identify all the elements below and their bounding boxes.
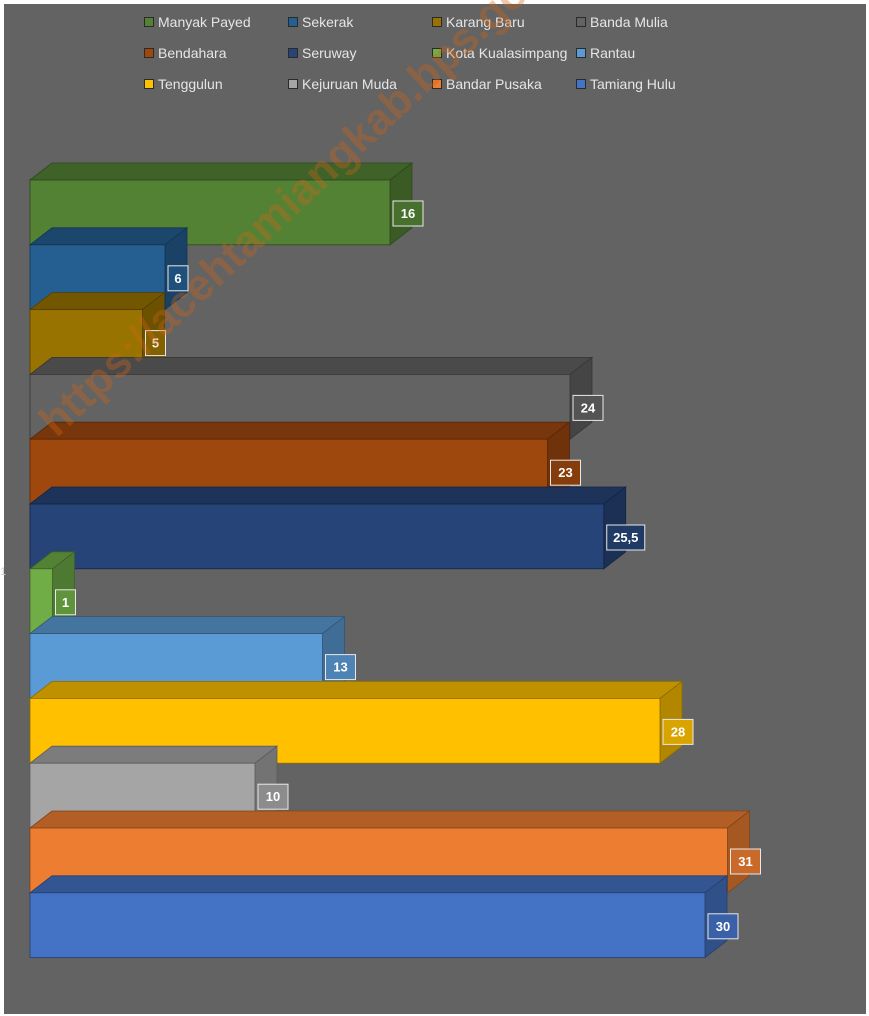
bar-top-face <box>28 162 414 181</box>
data-label-box <box>392 200 424 227</box>
data-label-box <box>572 394 604 421</box>
legend-item: Bendahara <box>144 43 227 63</box>
bar-top-face <box>28 421 571 440</box>
legend-item: Seruway <box>288 43 356 63</box>
data-label-text: 25,5 <box>613 530 638 545</box>
bar-top-face <box>28 745 279 764</box>
bar-top-face <box>28 227 189 246</box>
legend-swatch <box>288 17 298 27</box>
data-label: 6 <box>167 265 189 292</box>
data-label: 31 <box>730 848 761 875</box>
data-label: 13 <box>325 654 356 681</box>
data-label-box <box>550 459 581 486</box>
data-label: 5 <box>145 330 166 357</box>
data-label-text: 13 <box>333 660 347 675</box>
legend-label: Karang Baru <box>446 14 525 30</box>
data-label-box <box>257 783 289 810</box>
legend-item: Tenggulun <box>144 74 223 94</box>
legend-swatch <box>576 48 586 58</box>
data-label-box <box>167 265 189 292</box>
data-label-text: 16 <box>401 206 415 221</box>
legend-item: Sekerak <box>288 12 353 32</box>
legend-swatch <box>144 79 154 89</box>
legend-item: Kota Kualasimpang <box>432 43 567 63</box>
data-label-text: 23 <box>558 465 572 480</box>
data-label: 28 <box>662 718 694 745</box>
legend-swatch <box>576 79 586 89</box>
legend-item: Tamiang Hulu <box>576 74 676 94</box>
data-label-text: 1 <box>62 595 69 610</box>
data-label-text: 10 <box>266 789 280 804</box>
data-label-text: 31 <box>738 854 752 869</box>
legend-item: Bandar Pusaka <box>432 74 542 94</box>
bar-seruway <box>28 486 627 570</box>
legend-item: Rantau <box>576 43 635 63</box>
data-label-box <box>606 524 646 551</box>
legend-swatch <box>144 48 154 58</box>
data-label-box <box>145 330 166 357</box>
bar-tamiang-hulu <box>28 874 729 959</box>
bar-top-face <box>28 875 729 894</box>
data-label: 24 <box>572 394 604 421</box>
data-label-text: 30 <box>716 919 730 934</box>
data-label-box <box>730 848 761 875</box>
legend-item: Karang Baru <box>432 12 525 32</box>
data-label: 25,5 <box>606 524 646 551</box>
legend-item: Banda Mulia <box>576 12 668 32</box>
data-label-text: 5 <box>152 336 159 351</box>
legend-swatch <box>432 79 442 89</box>
legend-label: Seruway <box>302 45 357 61</box>
data-label: 10 <box>257 783 289 810</box>
legend-label: Sekerak <box>302 14 354 30</box>
legend-label: Manyak Payed <box>158 14 251 30</box>
bar-top-face <box>28 810 751 829</box>
legend: Manyak Payed Sekerak Karang Baru Banda Muli… <box>144 12 744 102</box>
data-label-box <box>55 589 76 616</box>
bar-top-face <box>28 616 346 634</box>
bar-top-face <box>28 486 627 505</box>
legend-label: Tenggulun <box>158 76 223 92</box>
legend-label: Banda Mulia <box>590 14 668 30</box>
data-label-text: 28 <box>671 724 685 739</box>
bar-top-face <box>28 292 166 310</box>
legend-item: Kejuruan Muda <box>288 74 397 94</box>
legend-swatch <box>576 17 586 27</box>
legend-swatch <box>288 79 298 89</box>
bar-front-face <box>29 892 706 958</box>
legend-label: Kejuruan Muda <box>302 76 397 92</box>
legend-label: Rantau <box>590 45 636 61</box>
data-label-box <box>662 718 694 745</box>
legend-swatch <box>144 17 154 27</box>
legend-item: Manyak Payed <box>144 12 251 32</box>
data-label-text: 24 <box>581 400 596 415</box>
data-label-text: 6 <box>174 271 181 286</box>
legend-swatch <box>432 48 442 58</box>
legend-swatch <box>288 48 298 58</box>
legend-label: Tamiang Hulu <box>590 76 676 92</box>
legend-swatch <box>432 17 442 27</box>
bar-top-face <box>28 357 594 375</box>
data-label: 23 <box>550 459 581 486</box>
legend-label: Bandar Pusaka <box>446 76 542 92</box>
y-axis-tick-label: 1 <box>0 566 7 578</box>
data-label-box <box>707 913 739 940</box>
data-label-box <box>325 654 356 681</box>
data-label: 16 <box>392 200 424 227</box>
bar-front-face <box>29 503 605 570</box>
data-label: 30 <box>707 913 739 940</box>
legend-label: Kota Kualasimpang <box>446 45 568 61</box>
bar-top-face <box>28 681 684 699</box>
data-label: 1 <box>55 589 76 616</box>
legend-label: Bendahara <box>158 45 227 61</box>
